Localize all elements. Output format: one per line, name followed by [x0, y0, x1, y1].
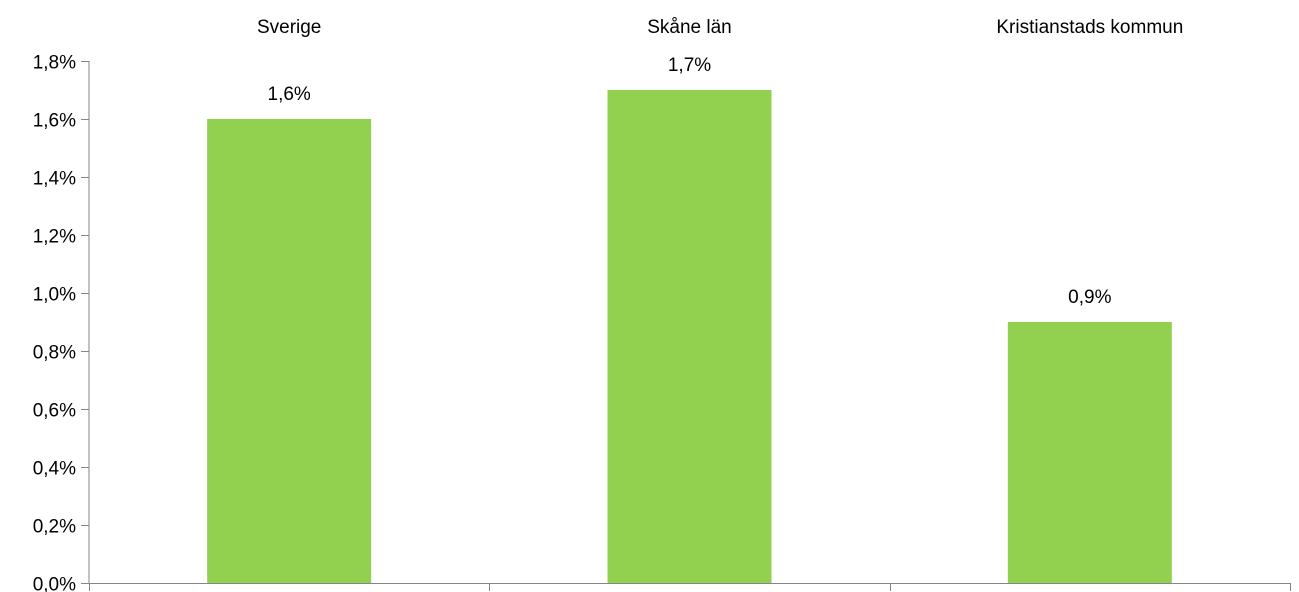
category-labels: Sverige Skåne län Kristianstads kommun — [257, 17, 1183, 38]
category-label: Skåne län — [647, 17, 732, 38]
category-label: Kristianstads kommun — [996, 17, 1183, 38]
bars — [207, 90, 1172, 583]
x-axis — [89, 583, 1291, 591]
y-tick-label: 1,4% — [33, 169, 76, 190]
y-tick-label: 1,0% — [33, 285, 76, 306]
data-label: 0,9% — [1068, 287, 1111, 308]
data-label: 1,6% — [268, 84, 311, 105]
y-tick-label: 0,6% — [33, 401, 76, 422]
data-label: 1,7% — [668, 55, 711, 76]
y-tick-label: 0,2% — [33, 517, 76, 538]
bar — [207, 119, 372, 583]
y-tick-label: 0,8% — [33, 343, 76, 364]
y-axis: 0,0% 0,2% 0,4% 0,6% 0,8% 1,0% 1,2% 1,4% 1,6% 1,8% — [33, 53, 90, 592]
y-tick-label: 1,8% — [33, 53, 76, 74]
y-tick-label: 0,4% — [33, 459, 76, 480]
bar — [1007, 322, 1172, 583]
category-label: Sverige — [257, 17, 321, 38]
bar — [607, 90, 772, 583]
y-tick-label: 0,0% — [33, 575, 76, 592]
y-tick-label: 1,2% — [33, 227, 76, 248]
y-tick-label: 1,6% — [33, 111, 76, 132]
data-labels: 1,6% 1,7% 0,9% — [268, 55, 1112, 308]
